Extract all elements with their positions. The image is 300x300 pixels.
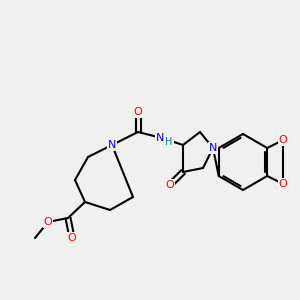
Text: N: N — [209, 143, 217, 153]
Text: O: O — [68, 233, 76, 243]
Text: O: O — [166, 180, 174, 190]
Text: N: N — [108, 140, 116, 150]
Text: O: O — [279, 135, 288, 145]
Text: O: O — [134, 107, 142, 117]
Text: H: H — [165, 137, 173, 147]
Text: O: O — [44, 217, 52, 227]
Text: O: O — [279, 179, 288, 189]
Text: N: N — [156, 133, 164, 143]
